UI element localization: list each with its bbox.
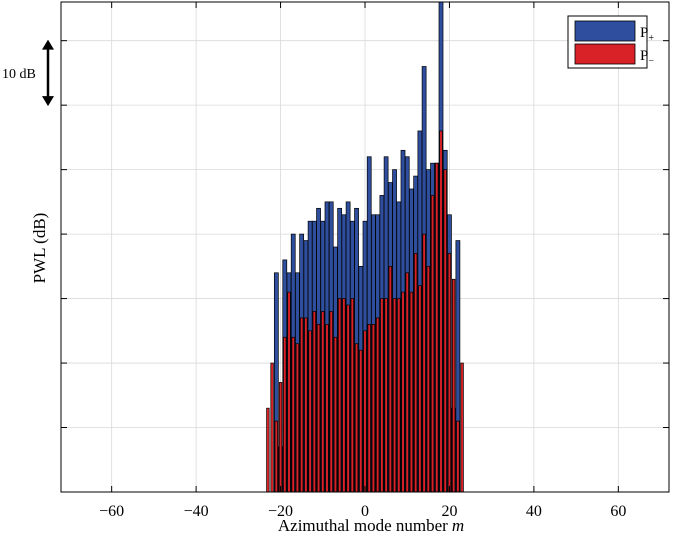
bar-p-minus [418,285,422,493]
bar-p-minus [354,343,359,493]
axis-ticks [61,2,669,492]
bar-p-minus [388,265,392,493]
scale-bar: 10 dB [2,39,54,107]
bar-p-minus [384,298,388,493]
bar-p-minus [363,330,367,493]
bar-p-minus [367,324,371,493]
bar-p-minus [405,272,409,493]
bar-p-minus [443,169,447,493]
bar-p-minus [291,336,295,493]
bar-p-minus [312,311,316,493]
bar-p-minus [308,330,312,493]
bar-p-minus [283,336,287,493]
x-tick-label: 0 [361,503,369,520]
bar-p-minus [316,324,321,493]
x-axis-label: Azimuthal mode number m [278,516,464,535]
bar-p-minus [439,130,443,493]
bar-p-minus [426,265,430,493]
bar-p-minus [304,317,308,493]
y-axis-label: PWL (dB) [30,213,49,284]
bar-p-minus [371,324,376,493]
bar-p-minus [392,298,397,493]
arrow-up-icon [42,39,54,50]
legend-label-p-minus: P− [640,48,654,67]
x-tick-label: 60 [610,503,626,520]
x-tick-label: 20 [441,503,457,520]
bar-p-minus [422,233,426,493]
x-tick-labels: −60 −40 −20 0 20 40 60 [99,503,626,520]
bar-p-minus [376,317,380,493]
bar-p-minus [346,304,350,493]
bar-p-minus [333,336,338,493]
bar-p-minus [274,420,278,493]
bar-p-minus [397,298,401,493]
bar-p-minus [460,362,464,493]
bar-p-minus [456,420,460,493]
bar-p-minus [430,195,435,493]
x-tick-label: −60 [99,503,124,520]
bar-p-minus [278,382,283,493]
bar-p-minus [380,298,384,493]
legend: P+ P− [567,15,654,69]
legend-swatch-p-plus [574,20,636,42]
bar-p-minus [338,298,342,493]
legend-swatch-p-minus [574,43,636,65]
bar-p-minus [270,362,274,493]
x-tick-label: 40 [526,503,542,520]
bar-p-minus [359,349,363,493]
x-tick-label: −20 [268,503,293,520]
bar-p-minus [329,311,333,493]
bar-p-minus [414,253,418,493]
bar-p-minus [295,343,300,493]
bar-p-minus [342,298,346,493]
bar-p-minus [325,324,329,493]
bar-p-minus [350,298,354,493]
bar-p-minus [447,253,452,493]
bar-p-minus [452,278,456,493]
bar-p-minus [401,291,405,493]
x-tick-label: −40 [184,503,209,520]
arrow-down-icon [42,96,54,107]
bar-p-minus [321,311,325,493]
bar-p-minus [287,291,291,493]
scale-bar-label: 10 dB [2,67,36,82]
bar-p-minus [435,162,439,493]
bar-p-minus [409,291,414,493]
bar-p-minus [266,407,270,493]
bar-p-minus [300,317,304,493]
legend-label-p-plus: P+ [640,25,654,44]
